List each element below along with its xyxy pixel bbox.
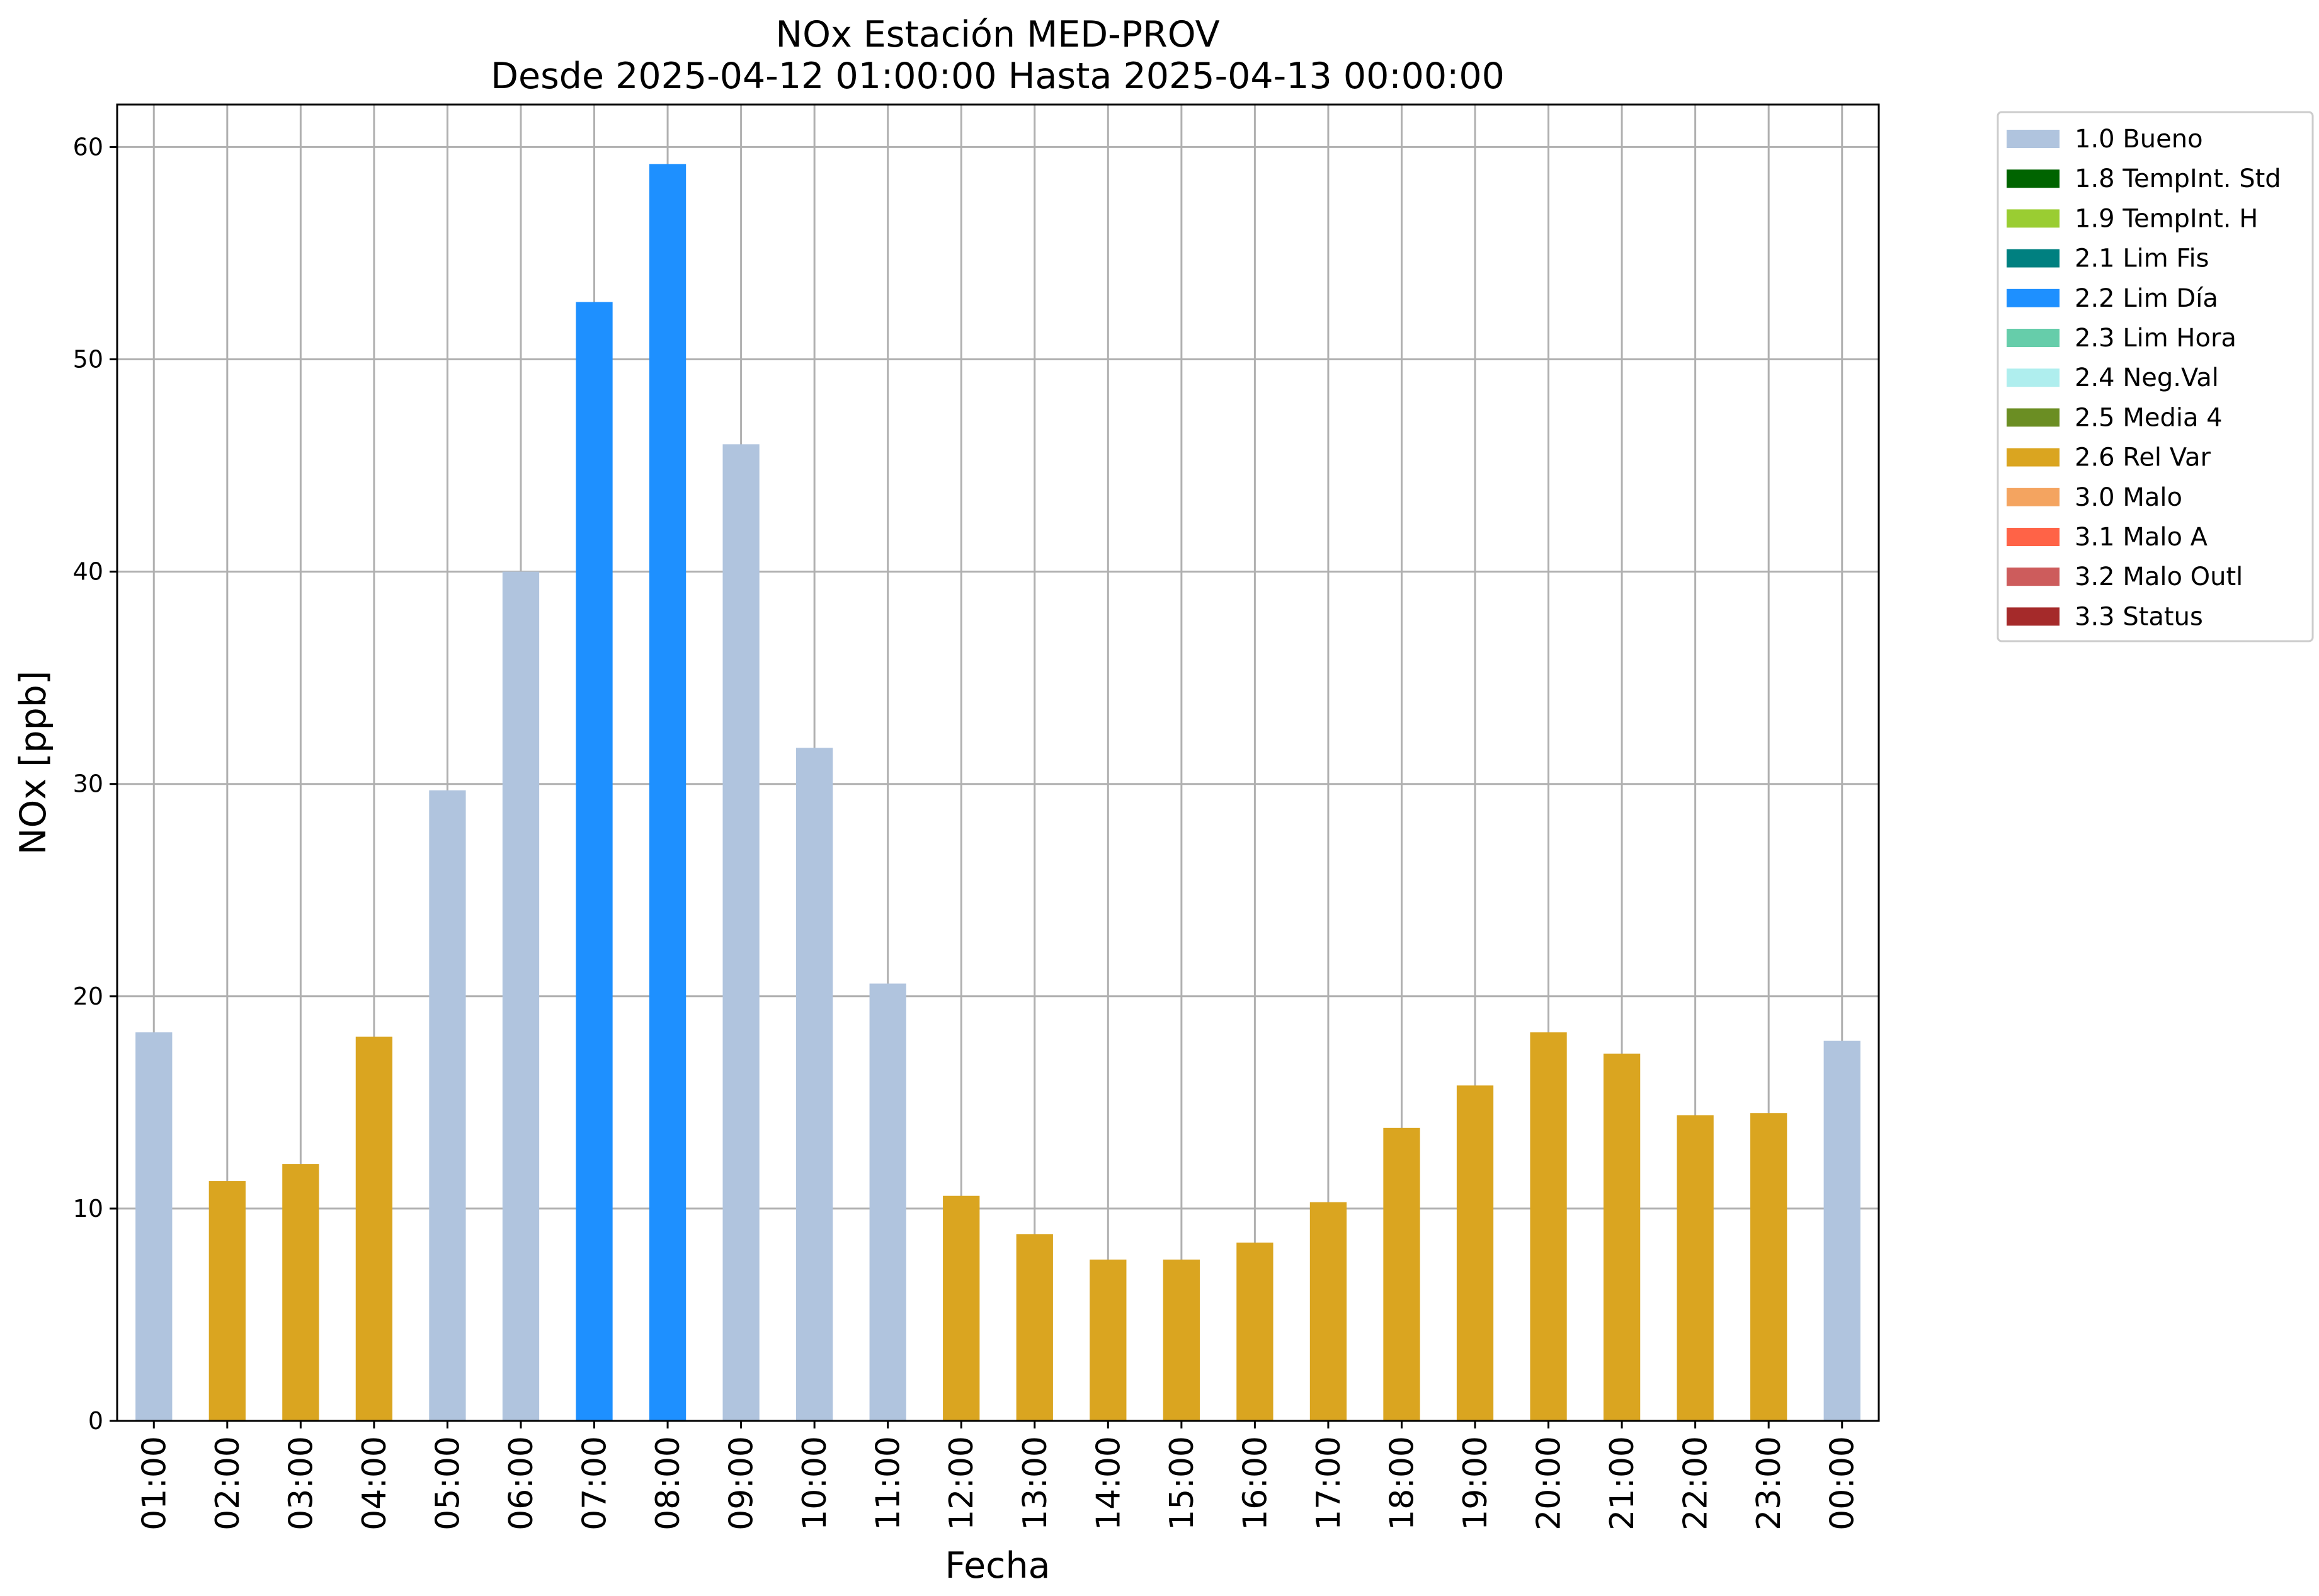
bar-1100 [869, 983, 906, 1421]
bar-1500 [1163, 1259, 1200, 1421]
x-tick-label: 07:00 [576, 1436, 614, 1530]
x-axis-ticks: 01:00 02:00 03:00 04:00 05:00 06:00 07:00 08:00… [135, 1421, 1862, 1530]
chart-subtitle: Desde 2025-04-12 01:00:00 Hasta 2025-04-… [491, 55, 1505, 97]
y-tick-label: 50 [73, 346, 103, 373]
bar-2100 [1603, 1053, 1641, 1421]
x-tick-label: 19:00 [1457, 1436, 1495, 1530]
x-tick-label: 01:00 [135, 1436, 173, 1530]
bar-0000 [1823, 1040, 1860, 1421]
y-tick-label: 0 [88, 1407, 103, 1435]
legend-swatch [2007, 607, 2060, 626]
bar-1900 [1456, 1085, 1494, 1421]
bar-1200 [943, 1195, 980, 1421]
x-tick-label: 05:00 [429, 1436, 467, 1530]
bar-2000 [1530, 1032, 1567, 1421]
legend-swatch [2007, 288, 2060, 307]
bar-1600 [1236, 1242, 1273, 1421]
legend-swatch [2007, 209, 2060, 228]
legend-label: 1.8 TempInt. Std [2075, 164, 2281, 193]
plot-frame [116, 103, 1880, 1422]
bar-1300 [1016, 1234, 1053, 1421]
x-tick-label: 00:00 [1824, 1436, 1862, 1530]
x-tick-label: 20:00 [1530, 1436, 1568, 1530]
bar-2200 [1677, 1115, 1714, 1421]
legend-label: 1.0 Bueno [2075, 125, 2203, 154]
x-tick-label: 17:00 [1310, 1436, 1348, 1530]
bar-1700 [1309, 1202, 1347, 1421]
legend-label: 2.4 Neg.Val [2075, 363, 2219, 392]
legend-swatch [2007, 249, 2060, 268]
legend-label: 2.5 Media 4 [2075, 403, 2223, 432]
y-tick-label: 20 [73, 983, 103, 1010]
legend-label: 2.6 Rel Var [2075, 443, 2211, 472]
x-tick-label: 14:00 [1090, 1436, 1127, 1530]
y-tick-label: 40 [73, 558, 103, 586]
legend: 1.0 Bueno 1.8 TempInt. Std 1.9 TempInt. H 2… [1997, 111, 2314, 642]
bars [135, 164, 1860, 1421]
legend-swatch [2007, 130, 2060, 148]
bar-0300 [282, 1164, 319, 1421]
legend-label: 3.1 Malo A [2075, 523, 2208, 552]
legend-label: 2.2 Lim Día [2075, 284, 2218, 313]
bar-0100 [135, 1032, 173, 1421]
x-tick-label: 03:00 [282, 1436, 320, 1530]
x-tick-label: 06:00 [503, 1436, 540, 1530]
legend-swatch [2007, 329, 2060, 347]
bar-0700 [576, 302, 613, 1421]
legend-swatch [2007, 487, 2060, 506]
x-tick-label: 04:00 [356, 1436, 394, 1530]
y-tick-label: 60 [73, 133, 103, 161]
x-tick-label: 12:00 [943, 1436, 981, 1530]
legend-label: 3.2 Malo Outl [2075, 562, 2243, 591]
legend-items: 1.0 Bueno 1.8 TempInt. Std 1.9 TempInt. H 2… [2007, 125, 2281, 631]
x-tick-label: 02:00 [209, 1436, 247, 1530]
bar-0800 [649, 164, 687, 1421]
legend-label: 2.1 Lim Fis [2075, 244, 2209, 273]
x-tick-label: 10:00 [796, 1436, 834, 1530]
legend-frame [1997, 111, 2314, 642]
bar-0400 [355, 1036, 393, 1421]
x-tick-label: 15:00 [1163, 1436, 1201, 1530]
x-axis-label: Fecha [945, 1545, 1050, 1587]
legend-swatch [2007, 408, 2060, 427]
legend-swatch [2007, 448, 2060, 467]
bar-2300 [1750, 1113, 1787, 1421]
y-tick-label: 30 [73, 770, 103, 798]
legend-label: 3.3 Status [2075, 602, 2203, 631]
y-axis-label: NOx [ppb] [13, 671, 54, 855]
x-tick-label: 11:00 [870, 1436, 908, 1530]
legend-swatch [2007, 528, 2060, 546]
x-tick-label: 16:00 [1236, 1436, 1274, 1530]
bar-1800 [1383, 1127, 1420, 1421]
x-tick-label: 21:00 [1604, 1436, 1641, 1530]
x-tick-label: 13:00 [1017, 1436, 1054, 1530]
legend-label: 3.0 Malo [2075, 483, 2182, 512]
x-tick-label: 23:00 [1750, 1436, 1788, 1530]
legend-swatch [2007, 169, 2060, 188]
bar-0600 [502, 571, 540, 1421]
y-tick-label: 10 [73, 1195, 103, 1223]
chart-title: NOx Estación MED-PROV [775, 14, 1219, 55]
legend-swatch [2007, 567, 2060, 586]
bar-1400 [1090, 1259, 1127, 1421]
bar-0500 [429, 790, 466, 1421]
legend-label: 1.9 TempInt. H [2075, 204, 2258, 233]
x-tick-label: 22:00 [1677, 1436, 1715, 1530]
legend-label: 2.3 Lim Hora [2075, 324, 2236, 353]
x-tick-label: 09:00 [723, 1436, 761, 1530]
y-axis-ticks: 0 10 20 30 40 50 60 [73, 133, 117, 1435]
x-tick-label: 18:00 [1383, 1436, 1421, 1530]
bar-1000 [796, 748, 833, 1421]
bar-0900 [722, 444, 760, 1421]
bar-0200 [208, 1181, 246, 1421]
x-tick-label: 08:00 [649, 1436, 687, 1530]
legend-swatch [2007, 368, 2060, 387]
